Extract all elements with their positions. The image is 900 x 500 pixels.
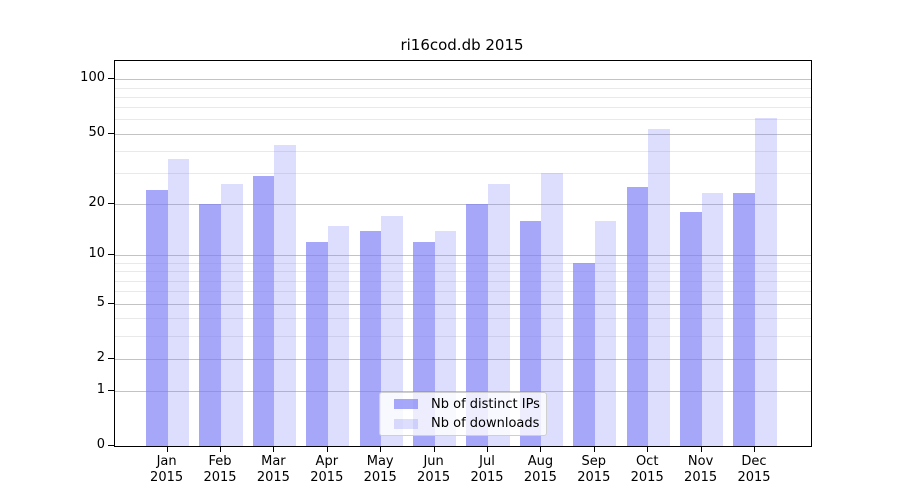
bar-nb-of-downloads-nov (701, 193, 724, 446)
legend-swatch-distinct-ips (394, 399, 418, 410)
y-tick-mark (108, 302, 114, 304)
x-tick-mark (380, 446, 382, 452)
bar-nb-of-distinct-ips-apr (306, 242, 328, 446)
bar-nb-of-distinct-ips-oct (626, 187, 649, 446)
bar-nb-of-distinct-ips-nov (679, 212, 702, 446)
minor-gridline (115, 119, 811, 121)
y-tick-label: 0 (96, 437, 105, 452)
minor-gridline (115, 173, 811, 175)
minor-gridline (115, 150, 811, 152)
bar-nb-of-distinct-ips-may (359, 230, 382, 446)
x-tick-mark (593, 446, 595, 452)
x-tick-label: Apr 2015 (310, 454, 344, 485)
legend-label-distinct-ips: Nb of distinct IPs (431, 396, 540, 412)
x-tick-label: Dec 2015 (737, 454, 771, 485)
x-tick-label: Oct 2015 (630, 454, 664, 485)
bar-nb-of-downloads-feb (221, 184, 243, 446)
minor-gridline (115, 107, 811, 109)
y-tick-label: 2 (96, 349, 105, 365)
bar-nb-of-distinct-ips-aug (519, 220, 542, 446)
major-gridline (115, 303, 811, 305)
x-tick-label: Nov 2015 (684, 454, 718, 485)
bar-nb-of-downloads-apr (327, 225, 350, 446)
y-tick-mark (108, 254, 114, 256)
y-tick-label: 10 (88, 246, 105, 262)
x-tick-label: Aug 2015 (523, 454, 557, 485)
x-tick-label: Jun 2015 (417, 454, 451, 485)
major-gridline (115, 204, 811, 205)
y-tick-mark (108, 203, 114, 204)
bar-nb-of-distinct-ips-jan (145, 190, 168, 446)
bar-nb-of-downloads-oct (648, 129, 670, 446)
legend-label-downloads: Nb of downloads (431, 416, 540, 432)
y-tick-label: 50 (88, 124, 105, 140)
bar-nb-of-downloads-sep (594, 220, 617, 446)
y-tick-label: 20 (88, 195, 105, 210)
y-tick-mark (108, 357, 114, 359)
major-gridline (115, 255, 811, 257)
bar-nb-of-downloads-dec (755, 118, 777, 446)
legend-item-downloads: Nb of downloads (386, 416, 540, 433)
bar-nb-of-downloads-jan (167, 159, 190, 446)
bar-nb-of-distinct-ips-feb (199, 204, 221, 446)
minor-gridline (115, 87, 811, 89)
major-gridline (115, 358, 811, 360)
x-tick-label: Jul 2015 (470, 454, 504, 485)
x-tick-label: May 2015 (363, 454, 397, 485)
minor-gridline (115, 96, 811, 98)
bar-nb-of-downloads-may (381, 216, 403, 446)
bar-nb-of-distinct-ips-dec (733, 193, 755, 446)
x-tick-mark (540, 446, 542, 452)
x-tick-mark (487, 446, 488, 452)
x-tick-mark (220, 446, 221, 452)
y-tick-label: 1 (96, 381, 105, 397)
x-tick-label: Sep 2015 (577, 454, 611, 485)
x-tick-label: Jan 2015 (150, 454, 184, 485)
minor-gridline (115, 318, 811, 320)
x-tick-label: Feb 2015 (203, 454, 237, 485)
major-gridline (115, 390, 811, 392)
y-tick-mark (108, 445, 114, 446)
x-tick-mark (166, 446, 168, 452)
major-gridline (115, 133, 811, 135)
bar-nb-of-distinct-ips-sep (573, 263, 595, 446)
y-tick-mark (108, 389, 114, 391)
x-tick-mark (433, 446, 435, 452)
y-tick-mark (108, 78, 114, 80)
y-tick-label: 5 (96, 294, 105, 310)
x-tick-mark (647, 446, 649, 452)
legend-item-distinct-ips: Nb of distinct IPs (386, 396, 540, 413)
major-gridline (115, 79, 811, 81)
bar-nb-of-downloads-jul (488, 184, 510, 446)
bar-nb-of-downloads-aug (541, 173, 564, 446)
chart-title: ri16cod.db 2015 (400, 36, 524, 54)
legend: Nb of distinct IPs Nb of downloads (379, 392, 547, 436)
x-tick-mark (754, 446, 755, 452)
minor-gridline (115, 280, 811, 282)
bar-nb-of-distinct-ips-jul (466, 204, 488, 446)
plot-area: Nb of distinct IPs Nb of downloads (114, 60, 812, 447)
y-tick-label: 100 (80, 70, 105, 86)
minor-gridline (115, 291, 811, 293)
bar-nb-of-downloads-mar (274, 145, 297, 446)
minor-gridline (115, 263, 811, 264)
minor-gridline (115, 335, 811, 337)
x-tick-mark (700, 446, 702, 452)
bar-nb-of-distinct-ips-mar (252, 175, 275, 446)
x-tick-mark (326, 446, 328, 452)
minor-gridline (115, 271, 811, 273)
x-tick-label: Mar 2015 (256, 454, 290, 485)
legend-swatch-downloads (394, 418, 418, 429)
y-tick-mark (108, 132, 114, 134)
x-tick-mark (273, 446, 275, 452)
